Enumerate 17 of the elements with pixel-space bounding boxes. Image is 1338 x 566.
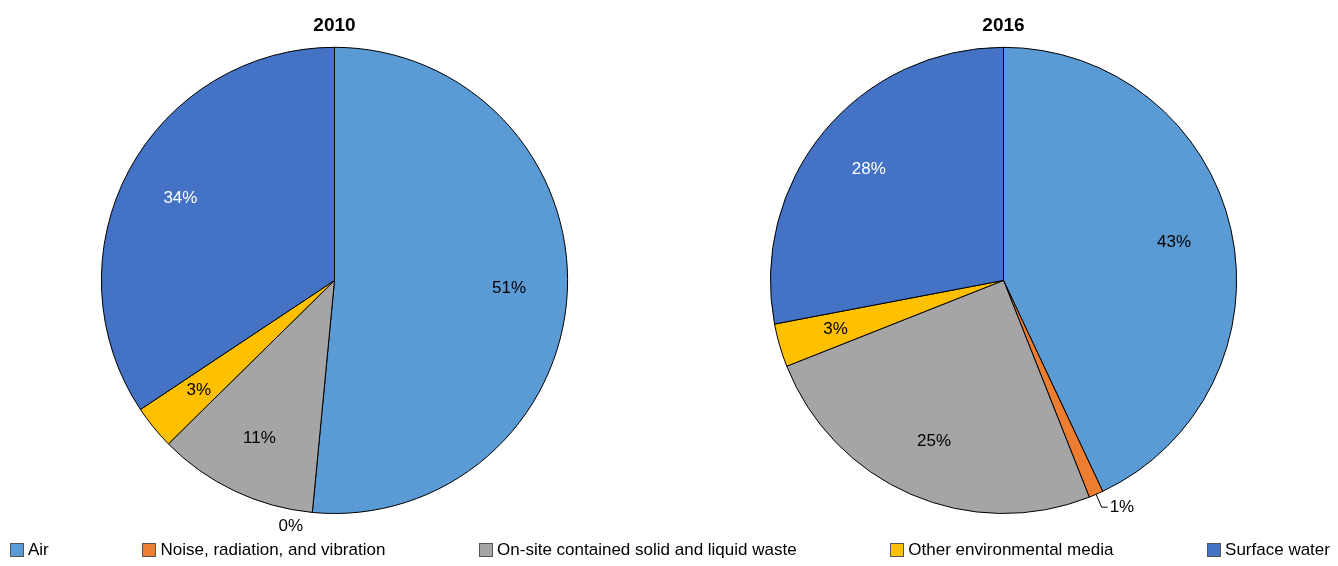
chart-title: 2010 xyxy=(313,13,356,35)
data-label: 1% xyxy=(1109,496,1135,516)
data-label: 28% xyxy=(851,158,886,178)
data-label: 25% xyxy=(917,430,952,450)
data-label: 43% xyxy=(1157,231,1192,251)
legend-label: Air xyxy=(27,540,49,560)
legend-label: On-site contained solid and liquid waste xyxy=(496,540,797,560)
legend-label: Other environmental media xyxy=(907,540,1114,560)
data-label: 51% xyxy=(492,278,527,298)
legend-label: Noise, radiation, and vibration xyxy=(159,540,386,560)
chart-title: 2016 xyxy=(982,13,1025,35)
legend-label: Surface water xyxy=(1224,540,1330,560)
data-label: 3% xyxy=(186,380,212,400)
data-label: 3% xyxy=(823,318,848,338)
data-label: 11% xyxy=(242,427,276,447)
data-label: 34% xyxy=(163,187,198,207)
text: 0% xyxy=(278,516,304,536)
